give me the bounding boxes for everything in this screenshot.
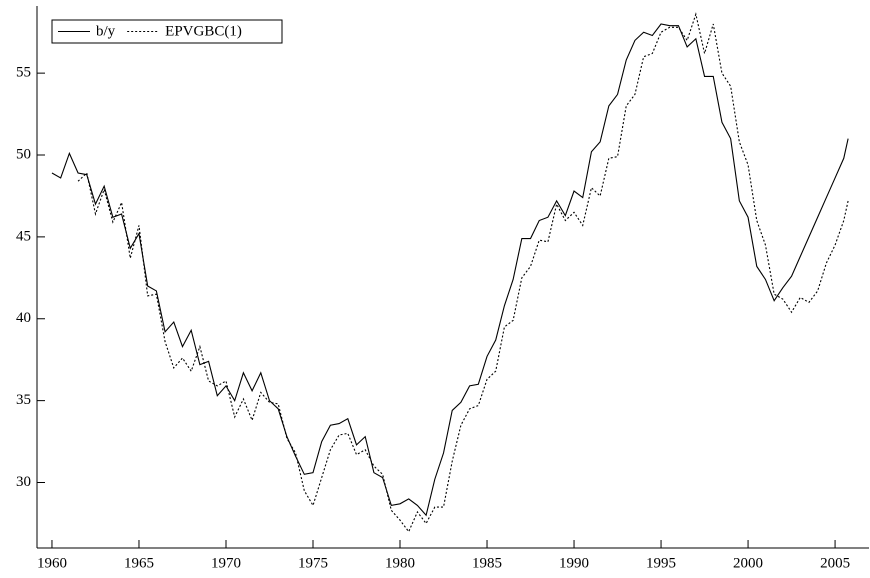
x-tick-label: 1990 (559, 555, 589, 571)
y-tick-label: 55 (16, 65, 31, 81)
y-tick-label: 40 (16, 310, 31, 326)
series-line (77, 12, 849, 533)
y-tick-label: 30 (16, 474, 31, 490)
series-line (51, 23, 849, 517)
legend-label: b/y (96, 23, 116, 39)
x-tick-label: 1970 (211, 555, 241, 571)
y-tick-label: 50 (16, 146, 31, 162)
x-tick-label: 1960 (37, 555, 67, 571)
x-tick-label: 1985 (472, 555, 502, 571)
y-tick-label: 45 (16, 228, 31, 244)
x-tick-label: 1965 (124, 555, 154, 571)
x-tick-label: 2000 (733, 555, 763, 571)
legend-box (51, 19, 283, 44)
x-tick-label: 1995 (646, 555, 676, 571)
x-tick-label: 1975 (298, 555, 328, 571)
x-tick-label: 1980 (385, 555, 415, 571)
y-tick-label: 35 (16, 392, 31, 408)
legend-label: EPVGBC(1) (165, 23, 242, 39)
x-tick-label: 2005 (820, 555, 850, 571)
